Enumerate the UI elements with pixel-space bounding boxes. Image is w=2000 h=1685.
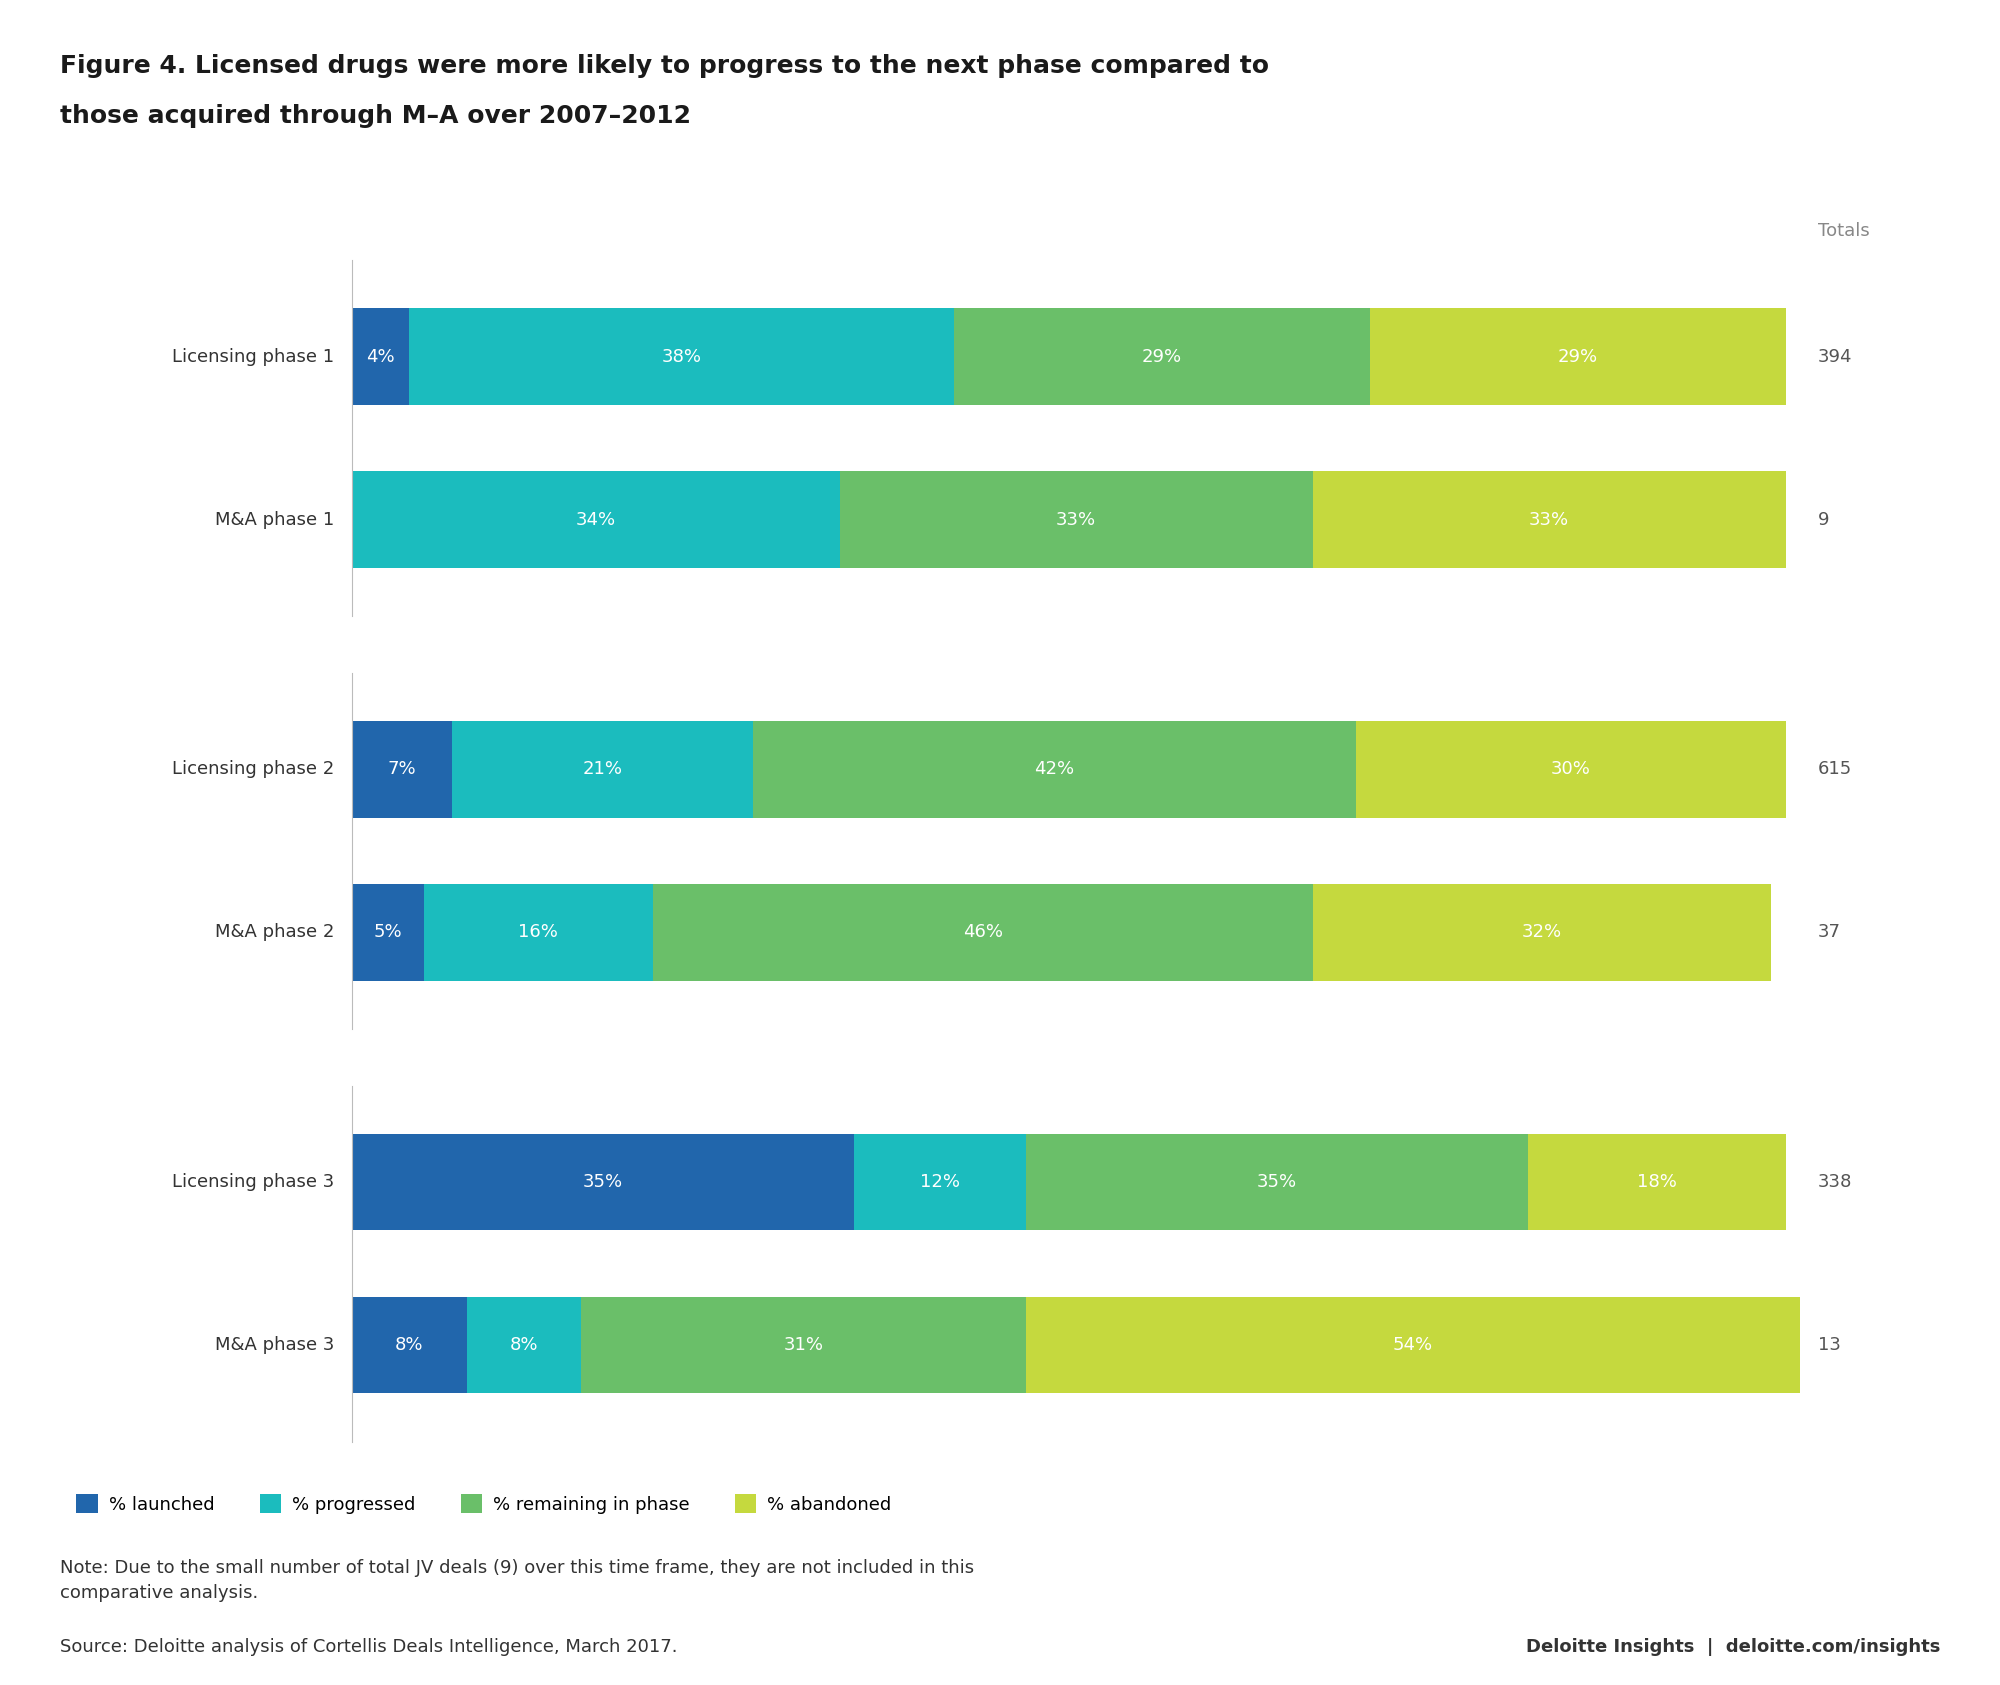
FancyBboxPatch shape [352, 308, 410, 404]
FancyBboxPatch shape [1312, 885, 1772, 981]
Text: 8%: 8% [396, 1336, 424, 1355]
FancyBboxPatch shape [1026, 1134, 1528, 1230]
Text: 30%: 30% [1550, 760, 1590, 778]
Text: 394: 394 [1818, 347, 1852, 366]
FancyBboxPatch shape [466, 1297, 582, 1393]
Text: 18%: 18% [1636, 1173, 1676, 1191]
Text: 8%: 8% [510, 1336, 538, 1355]
FancyBboxPatch shape [352, 1297, 466, 1393]
FancyBboxPatch shape [954, 308, 1370, 404]
FancyBboxPatch shape [352, 721, 452, 817]
Text: 16%: 16% [518, 923, 558, 942]
Text: 35%: 35% [1256, 1173, 1296, 1191]
FancyBboxPatch shape [352, 1134, 854, 1230]
Text: 35%: 35% [582, 1173, 624, 1191]
Text: 54%: 54% [1392, 1336, 1434, 1355]
Text: 7%: 7% [388, 760, 416, 778]
Text: Note: Due to the small number of total JV deals (9) over this time frame, they a: Note: Due to the small number of total J… [60, 1559, 974, 1602]
Text: Licensing phase 2: Licensing phase 2 [172, 760, 334, 778]
FancyBboxPatch shape [1370, 308, 1786, 404]
Text: 42%: 42% [1034, 760, 1074, 778]
FancyBboxPatch shape [1528, 1134, 1786, 1230]
Legend: % launched, % progressed, % remaining in phase, % abandoned: % launched, % progressed, % remaining in… [70, 1486, 898, 1522]
Text: 13: 13 [1818, 1336, 1840, 1355]
Text: 29%: 29% [1558, 347, 1598, 366]
Text: 33%: 33% [1056, 511, 1096, 529]
FancyBboxPatch shape [424, 885, 654, 981]
FancyBboxPatch shape [1026, 1297, 1800, 1393]
FancyBboxPatch shape [452, 721, 754, 817]
Text: 338: 338 [1818, 1173, 1852, 1191]
Text: M&A phase 3: M&A phase 3 [214, 1336, 334, 1355]
Text: 9: 9 [1818, 511, 1830, 529]
Text: 4%: 4% [366, 347, 396, 366]
Text: those acquired through M–A over 2007–2012: those acquired through M–A over 2007–201… [60, 104, 692, 128]
Text: M&A phase 1: M&A phase 1 [216, 511, 334, 529]
Text: 31%: 31% [784, 1336, 824, 1355]
FancyBboxPatch shape [754, 721, 1356, 817]
FancyBboxPatch shape [410, 308, 954, 404]
FancyBboxPatch shape [1312, 472, 1786, 568]
Text: Source: Deloitte analysis of Cortellis Deals Intelligence, March 2017.: Source: Deloitte analysis of Cortellis D… [60, 1638, 678, 1656]
Text: 5%: 5% [374, 923, 402, 942]
Text: Figure 4. Licensed drugs were more likely to progress to the next phase compared: Figure 4. Licensed drugs were more likel… [60, 54, 1270, 78]
Text: 46%: 46% [962, 923, 1002, 942]
Text: 33%: 33% [1530, 511, 1570, 529]
FancyBboxPatch shape [840, 472, 1312, 568]
Text: M&A phase 2: M&A phase 2 [214, 923, 334, 942]
FancyBboxPatch shape [582, 1297, 1026, 1393]
Text: Licensing phase 3: Licensing phase 3 [172, 1173, 334, 1191]
FancyBboxPatch shape [1356, 721, 1786, 817]
Text: Totals: Totals [1818, 222, 1870, 241]
Text: 29%: 29% [1142, 347, 1182, 366]
FancyBboxPatch shape [352, 472, 840, 568]
Text: 37: 37 [1818, 923, 1840, 942]
FancyBboxPatch shape [352, 885, 424, 981]
FancyBboxPatch shape [854, 1134, 1026, 1230]
Text: 32%: 32% [1522, 923, 1562, 942]
FancyBboxPatch shape [654, 885, 1312, 981]
Text: Deloitte Insights  |  deloitte.com/insights: Deloitte Insights | deloitte.com/insight… [1526, 1638, 1940, 1656]
Text: 38%: 38% [662, 347, 702, 366]
Text: 21%: 21% [582, 760, 622, 778]
Text: 12%: 12% [920, 1173, 960, 1191]
Text: 615: 615 [1818, 760, 1852, 778]
Text: 34%: 34% [576, 511, 616, 529]
Text: Licensing phase 1: Licensing phase 1 [172, 347, 334, 366]
